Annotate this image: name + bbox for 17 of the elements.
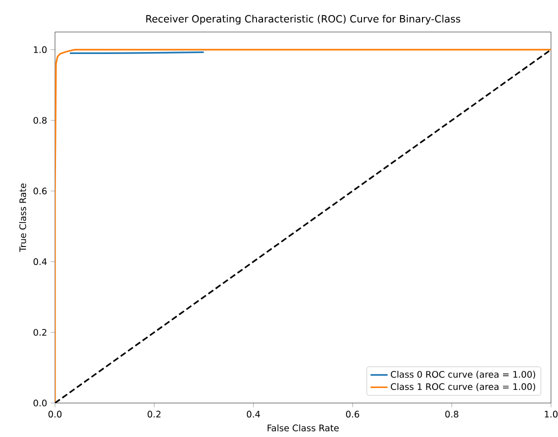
y-tick-label: 0.2 [34,328,46,336]
chart-title: Receiver Operating Characteristic (ROC) Curve for Binary-Class [146,14,460,24]
y-axis-title: True Class Rate [19,184,26,252]
x-axis-title: False Class Rate [268,424,339,432]
x-tick-label: 0.6 [346,410,360,418]
legend-label: Class 1 ROC curve (area = 1.00) [390,383,536,392]
y-tick-label: 1.0 [34,46,47,54]
x-tick-label: 0.8 [445,410,458,418]
x-tick-label: 0.4 [246,410,260,418]
y-tick-label: 0.0 [34,400,47,406]
y-tick-label: 0.6 [34,188,47,194]
x-tick-label: 1.0 [544,410,558,418]
y-tick-label: 0.8 [34,116,47,124]
legend-label: Class 0 ROC curve (area = 1.00) [390,370,536,379]
x-tick-label: 0.0 [48,410,62,418]
y-tick-label: 0.4 [34,258,47,266]
x-tick-label: 0.2 [148,410,160,418]
